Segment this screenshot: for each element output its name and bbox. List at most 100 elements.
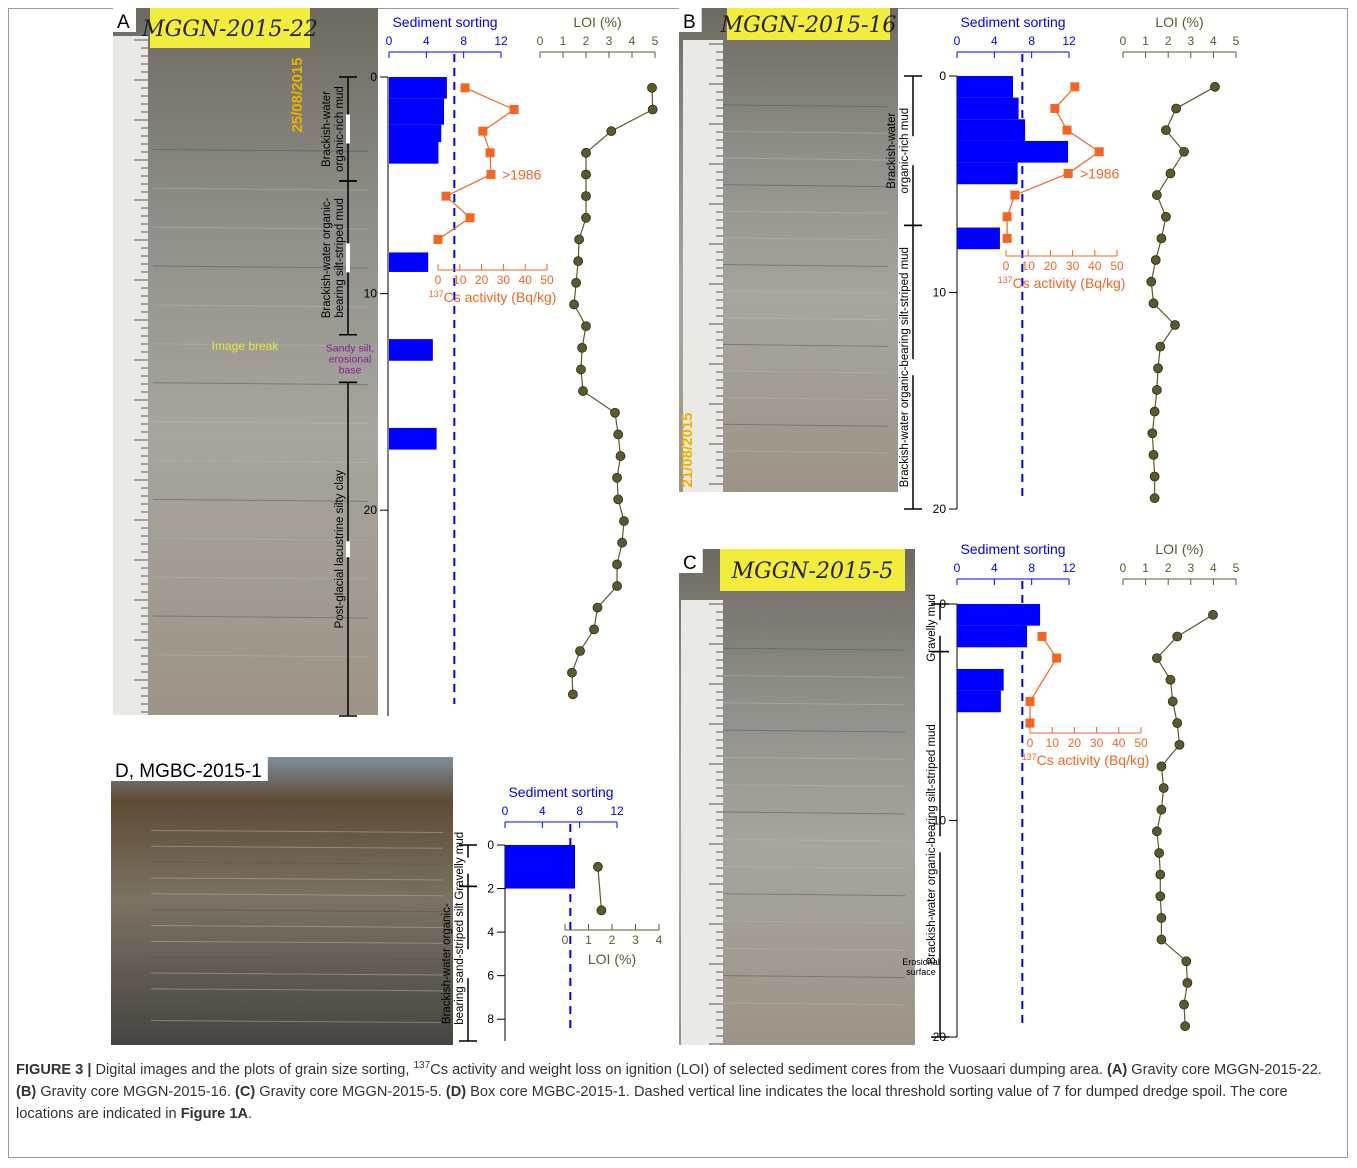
unit-label: Brackish-water organic-bearing sand-stri…	[441, 902, 466, 1025]
photo-streak	[718, 647, 906, 651]
photo-streak	[718, 975, 906, 979]
depth-tick-label: 20	[364, 503, 378, 517]
loi-point	[1210, 81, 1220, 92]
photo-note-line: surface	[906, 967, 936, 977]
loi-tick-label: 5	[652, 34, 659, 48]
photo-note: Erosional surface	[902, 957, 940, 977]
loi-point	[615, 451, 626, 461]
cs-line	[1029, 636, 1058, 724]
depth-tick-label: 6	[487, 969, 494, 983]
photo-streak	[152, 576, 369, 580]
caption-run: Box core MGBC-2015-1. Dashed vertical li…	[16, 1083, 1288, 1122]
loi-point	[613, 494, 624, 505]
cs-title: 137Cs activity (Bq/kg)	[1022, 752, 1150, 768]
cs-point	[1050, 103, 1060, 113]
loi-point	[596, 905, 607, 916]
caption-run: Digital images and the plots of grain si…	[95, 1061, 414, 1078]
sorting-tick-label: 8	[1028, 34, 1035, 48]
sorting-bar	[957, 604, 1041, 626]
cs-title: 137Cs activity (Bq/kg)	[998, 275, 1126, 291]
unit-label-line: Sandy silt,	[326, 343, 374, 355]
unit-label-line: Brackish-water organic-bearing silt-stri…	[899, 247, 911, 487]
photo-streak	[152, 654, 369, 658]
loi-point	[1158, 783, 1169, 793]
loi-point	[1165, 168, 1176, 179]
cs-point	[433, 234, 443, 244]
loi-point	[567, 689, 578, 700]
cs-tick-label: 30	[1066, 259, 1080, 273]
loi-point	[573, 256, 584, 267]
loi-tick-label: 2	[1165, 561, 1172, 575]
photo-streak	[718, 947, 906, 951]
cs-annotation: >1986	[1080, 165, 1120, 181]
unit-label-line: Gravelly mud	[926, 594, 938, 662]
loi-tick-label: 0	[537, 34, 544, 48]
sorting-bar	[389, 98, 445, 125]
caption-run: (B)	[16, 1083, 37, 1100]
loi-point	[578, 386, 588, 396]
cs-point	[478, 126, 488, 136]
loi-tick-label: 1	[560, 34, 567, 48]
unit-label-line: base	[339, 365, 362, 377]
photo-note-line: Image break	[212, 339, 280, 353]
caption-run: .	[248, 1105, 253, 1122]
cs-tick-label: 40	[1112, 736, 1126, 750]
photo-streak	[152, 187, 369, 191]
caption-run: (C)	[234, 1083, 256, 1100]
loi-point	[581, 169, 591, 180]
caption-run: Gravity core MGGN-2015-22.	[1127, 1061, 1322, 1078]
cs-tick-label: 50	[1134, 736, 1148, 750]
ruler	[683, 40, 723, 492]
sorting-bar	[957, 97, 1019, 120]
loi-point	[574, 234, 584, 245]
loi-point	[1170, 320, 1180, 330]
photo-streak	[718, 784, 906, 788]
loi-point	[1156, 233, 1167, 244]
unit-label-line: organic-rich mud	[334, 86, 346, 172]
unit-label: Post-glacial lacustrine silty clay	[334, 470, 346, 629]
sorting-bar	[389, 339, 433, 361]
panel-label: B	[683, 12, 696, 33]
ruler	[681, 600, 723, 1045]
loi-point	[619, 516, 629, 526]
loi-point	[1156, 804, 1167, 815]
photo-streak	[150, 861, 444, 865]
unit-label-gap	[938, 619, 942, 636]
photo-streak	[152, 537, 369, 541]
loi-tick-label: 4	[1210, 561, 1217, 575]
unit-label-line: bearing sand-striped silt	[454, 902, 466, 1025]
photo-streak	[150, 956, 444, 960]
loi-title: LOI (%)	[1155, 541, 1203, 557]
sorting-bar	[957, 625, 1027, 648]
photo-streak	[718, 450, 889, 454]
unit-label-gap	[346, 243, 350, 273]
loi-tick-label: 5	[1233, 561, 1240, 575]
photo-date: 25/08/2015	[289, 57, 306, 132]
unit-label-line: Brackish-water organic-bearing silt-stri…	[926, 724, 938, 964]
cs-point	[1037, 631, 1047, 641]
loi-point	[612, 559, 622, 570]
cs-point	[509, 104, 519, 114]
loi-point	[1153, 363, 1163, 374]
unit-label-line: Brackish-water	[886, 113, 898, 189]
loi-point	[610, 407, 620, 418]
loi-tick-label: 2	[609, 933, 616, 947]
loi-point	[581, 191, 591, 202]
sorting-tick-label: 4	[539, 804, 546, 818]
loi-tick-label: 1	[1142, 34, 1149, 48]
loi-tick-label: 3	[1187, 34, 1194, 48]
sorting-tick-label: 4	[991, 34, 998, 48]
loi-point	[612, 581, 622, 591]
photo-note: Image break	[212, 339, 280, 353]
loi-point	[569, 299, 579, 310]
loi-tick-label: 0	[1120, 34, 1127, 48]
unit-label: Gravelly mud	[454, 832, 466, 900]
loi-point	[1149, 471, 1160, 482]
loi-tick-label: 4	[1210, 34, 1217, 48]
loi-tick-label: 3	[1187, 561, 1194, 575]
sorting-bar	[957, 76, 1013, 98]
loi-point	[1174, 739, 1185, 750]
sorting-tick-label: 12	[1062, 561, 1076, 575]
loi-point	[612, 472, 622, 483]
loi-point	[567, 667, 577, 678]
